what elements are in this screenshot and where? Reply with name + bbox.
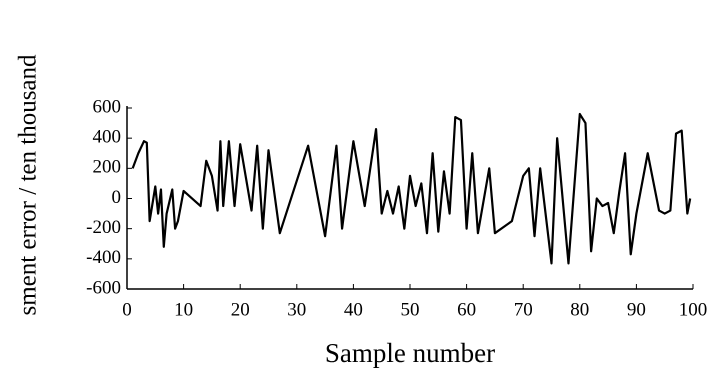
y-tick-label: -200 [86,217,121,238]
x-tick-label: 80 [570,299,589,320]
y-tick-label: 200 [93,157,122,178]
x-tick-label: 70 [514,299,533,320]
x-tick-label: 40 [344,299,363,320]
y-tick-label: 400 [93,127,122,148]
x-tick-label: 10 [174,299,193,320]
x-axis-label: Sample number [325,338,495,368]
x-tick-label: 60 [457,299,476,320]
y-tick-label: 600 [93,96,122,117]
x-tick-label: 50 [401,299,420,320]
x-tick-label: 0 [122,299,132,320]
x-tick-label: 100 [679,299,708,320]
y-tick-label: -400 [86,247,121,268]
data-line [131,112,692,265]
y-tick-label: 0 [112,187,122,208]
y-tick-label: -600 [86,277,121,298]
x-tick-label: 90 [627,299,646,320]
x-tick-label: 20 [231,299,250,320]
y-axis-label: sment error / ten thousand [15,54,42,316]
x-tick-label: 30 [287,299,306,320]
